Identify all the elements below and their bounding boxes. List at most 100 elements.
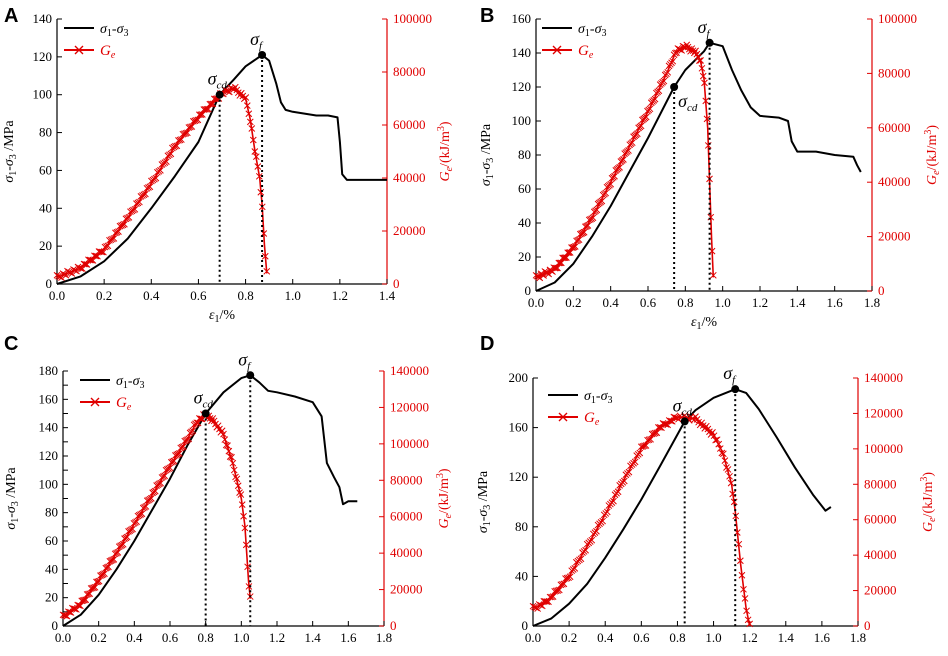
- panel-b-left-tick-label: 80: [518, 147, 531, 162]
- panel-b-energy-marker: [698, 64, 706, 72]
- panel-letter-c: C: [4, 333, 18, 355]
- panel-b-annotations: σcd σf: [670, 17, 714, 291]
- panel-d-energy-marker: [642, 442, 650, 449]
- panel-a-energy-marker: [201, 105, 209, 113]
- panel-a-energy-marker: [163, 158, 170, 165]
- panel-d-energy-marker: [740, 585, 747, 593]
- panel-c-energy-marker: [133, 518, 140, 526]
- panel-c-left-tick-label: 140: [39, 420, 59, 435]
- panel-a-right-tick-label: 60000: [393, 117, 426, 132]
- panel-c-legend-energy-label: Ge: [116, 395, 132, 413]
- panel-c-sigma_f-point: [246, 371, 255, 380]
- panel-a-sigma_f-label: σf: [250, 29, 264, 52]
- panel-c-energy-marker: [176, 450, 183, 457]
- panel-b-energy-marker: [557, 259, 565, 267]
- panel-d-left-tick-label: 200: [509, 370, 529, 385]
- panel-c-sigma_cd-point: [201, 409, 210, 418]
- panel-c-left-tick-label: 160: [39, 391, 59, 406]
- panel-d-x-tick-label: 1.4: [778, 630, 795, 645]
- panel-c-energy-marker: [228, 453, 235, 461]
- panel-b-energy-marker: [697, 57, 705, 64]
- panel-c-energy-marker: [220, 430, 227, 438]
- panel-c-legend-stress-label: σ1-σ3: [116, 374, 144, 391]
- panel-c-energy-marker: [229, 459, 237, 467]
- panel-a-energy-marker: [110, 235, 118, 242]
- panel-c-energy-marker: [82, 596, 90, 604]
- panel-b-energy-marker: [699, 72, 707, 80]
- panel-d-energy-marker: [610, 497, 617, 505]
- panel-c-energy-marker: [77, 602, 84, 610]
- panel-b-energy-line: [532, 41, 717, 282]
- panel-b: B 0.0 0.2 0.4 0.6 0.8 1.0 1.2 1.4 1.6 1.802040608…: [479, 5, 942, 332]
- panel-c-energy-marker: [241, 524, 249, 532]
- panel-a-energy-marker: [173, 142, 181, 150]
- panel-c-energy-marker: [226, 453, 234, 460]
- panel-a-energy-marker: [130, 206, 137, 214]
- panel-b-energy-marker: [566, 249, 574, 256]
- panel-d-left-tick-label: 120: [509, 469, 529, 484]
- panel-b-legend-energy-label: Ge: [578, 43, 594, 61]
- panel-d: D 0.0 0.2 0.4 0.6 0.8 1.0 1.2 1.4 1.6 1.804080120…: [476, 333, 938, 656]
- panel-d-right-axis-label: Ge/(kJ/m3): [919, 472, 938, 532]
- panel-c-energy-marker: [238, 501, 246, 508]
- panel-c-left-tick-label: 120: [39, 448, 59, 463]
- panel-c-sigma_f-label: σf: [238, 349, 252, 372]
- panel-d-energy-marker: [554, 587, 562, 594]
- panel-d-energy-marker: [672, 414, 679, 421]
- panel-b-x-tick-label: 1.8: [864, 295, 880, 310]
- panel-a-energy-marker: [255, 172, 263, 180]
- panel-a-energy-marker: [249, 136, 257, 144]
- panel-d-energy-marker: [645, 436, 653, 444]
- panel-d-x-tick-label: 0.0: [525, 630, 541, 645]
- panel-c-energy-marker: [94, 578, 102, 586]
- panel-d-energy-marker: [668, 418, 676, 425]
- panel-b-energy-marker: [571, 243, 579, 250]
- panel-a-left-tick-label: 60: [39, 162, 52, 177]
- panel-d-energy-marker: [625, 468, 633, 476]
- panel-a-energy-marker: [104, 242, 112, 250]
- panel-c-x-tick-label: 0.4: [126, 630, 143, 645]
- panel-b-energy-marker: [625, 147, 632, 154]
- panel-c-left-axis-label: σ1-σ3 /MPa: [4, 467, 21, 530]
- panel-b-energy-marker: [580, 228, 588, 236]
- panel-a-x-tick-label: 0.2: [96, 288, 112, 303]
- panel-d-energy-marker: [746, 620, 754, 628]
- panel-c-energy-marker: [157, 479, 164, 487]
- panel-a-energy-marker: [263, 267, 271, 275]
- panel-b-axes: 0.0 0.2 0.4 0.6 0.8 1.0 1.2 1.4 1.6 1.80204060801…: [479, 11, 942, 332]
- panel-b-right-tick-label: 80000: [878, 65, 911, 80]
- panel-c-left-tick-label: 100: [39, 476, 59, 491]
- panel-a-right-axis-label: Ge/(kJ/m3): [436, 121, 455, 181]
- panel-a-left-tick-label: 140: [33, 11, 53, 26]
- panel-a-x-tick-label: 1.2: [332, 288, 348, 303]
- panel-d-energy-marker: [651, 429, 659, 437]
- panel-b-energy-marker: [593, 206, 601, 214]
- panel-a-energy-marker: [242, 94, 250, 101]
- panel-b-energy-marker: [642, 113, 650, 121]
- panel-b-energy-marker: [637, 122, 645, 130]
- panel-a-sigma_cd-label: σcd: [208, 69, 228, 92]
- panel-b-right-tick-label: 100000: [878, 11, 917, 26]
- panel-c-energy-marker: [189, 427, 197, 435]
- panel-a-energy-marker: [261, 252, 269, 260]
- panel-d-energy-marker: [549, 593, 557, 600]
- panel-b-energy-marker: [561, 254, 569, 262]
- panel-a-energy-marker: [109, 235, 116, 243]
- panel-d-energy-marker: [566, 573, 574, 581]
- panel-b-x-tick-label: 0.0: [528, 295, 544, 310]
- panel-a-energy-marker: [121, 220, 128, 228]
- panel-b-x-axis-label: ε1/%: [691, 315, 717, 332]
- panel-d-right-tick-label: 60000: [864, 512, 897, 527]
- panel-d-energy-marker: [664, 421, 671, 429]
- panel-c-left-tick-label: 60: [45, 533, 58, 548]
- panel-a-legend: σ1-σ3 Ge: [64, 22, 128, 61]
- panel-c-left-tick-label: 80: [45, 505, 58, 520]
- panel-a-energy-marker: [98, 248, 106, 256]
- panel-c-x-tick-label: 0.6: [162, 630, 179, 645]
- panel-d-energy-marker: [641, 442, 648, 450]
- panel-d-energy-marker: [560, 580, 568, 588]
- panel-a-right-tick-label: 0: [393, 276, 400, 291]
- panel-a-left-tick-label: 0: [46, 276, 53, 291]
- panel-c-right-tick-label: 0: [390, 618, 397, 633]
- panel-c-right-tick-label: 80000: [390, 472, 423, 487]
